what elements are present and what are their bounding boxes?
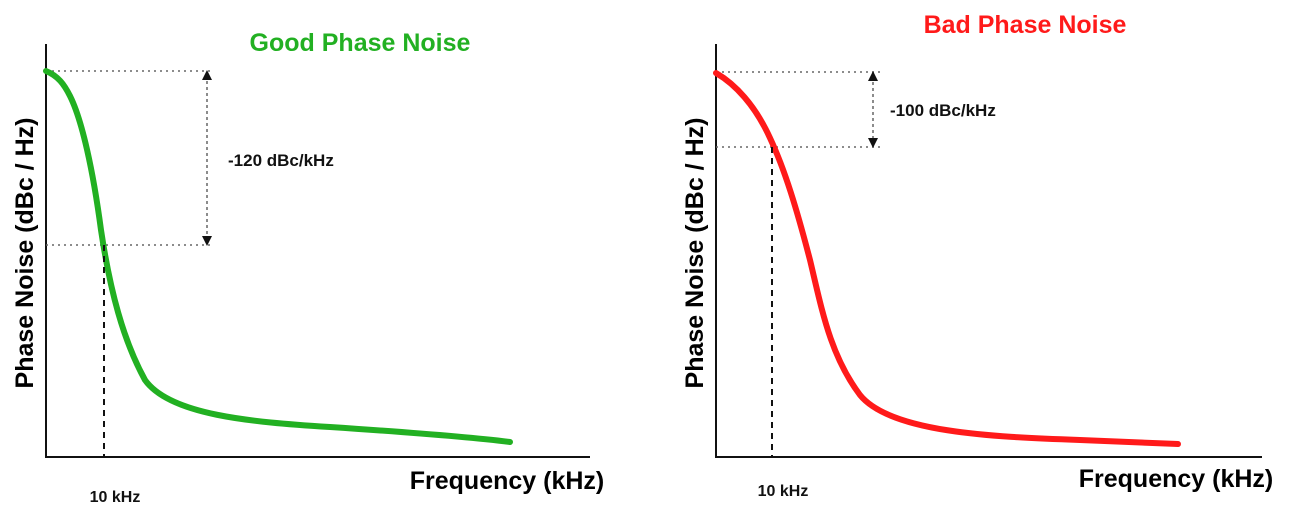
y-axis-label: Phase Noise (dBc / Hz) [11, 118, 39, 389]
chart-good-phase-noise: Good Phase Noise Phase Noise (dBc / Hz) … [11, 29, 604, 506]
annotation-label: -100 dBc/kHz [890, 101, 996, 120]
chart-title: Good Phase Noise [250, 29, 471, 57]
series-line [713, 70, 1181, 447]
chart-title: Bad Phase Noise [924, 11, 1127, 39]
y-axis-label: Phase Noise (dBc / Hz) [681, 118, 709, 389]
x-tick-label: 10 kHz [90, 489, 141, 506]
annotation-label: -120 dBc/kHz [228, 151, 334, 170]
x-axis-label: Frequency (kHz) [1079, 465, 1273, 493]
series-line [43, 68, 513, 445]
chart-bad-phase-noise: Bad Phase Noise Phase Noise (dBc / Hz) F… [681, 11, 1273, 500]
x-axis-label: Frequency (kHz) [410, 467, 604, 495]
x-tick-label: 10 kHz [758, 483, 809, 500]
